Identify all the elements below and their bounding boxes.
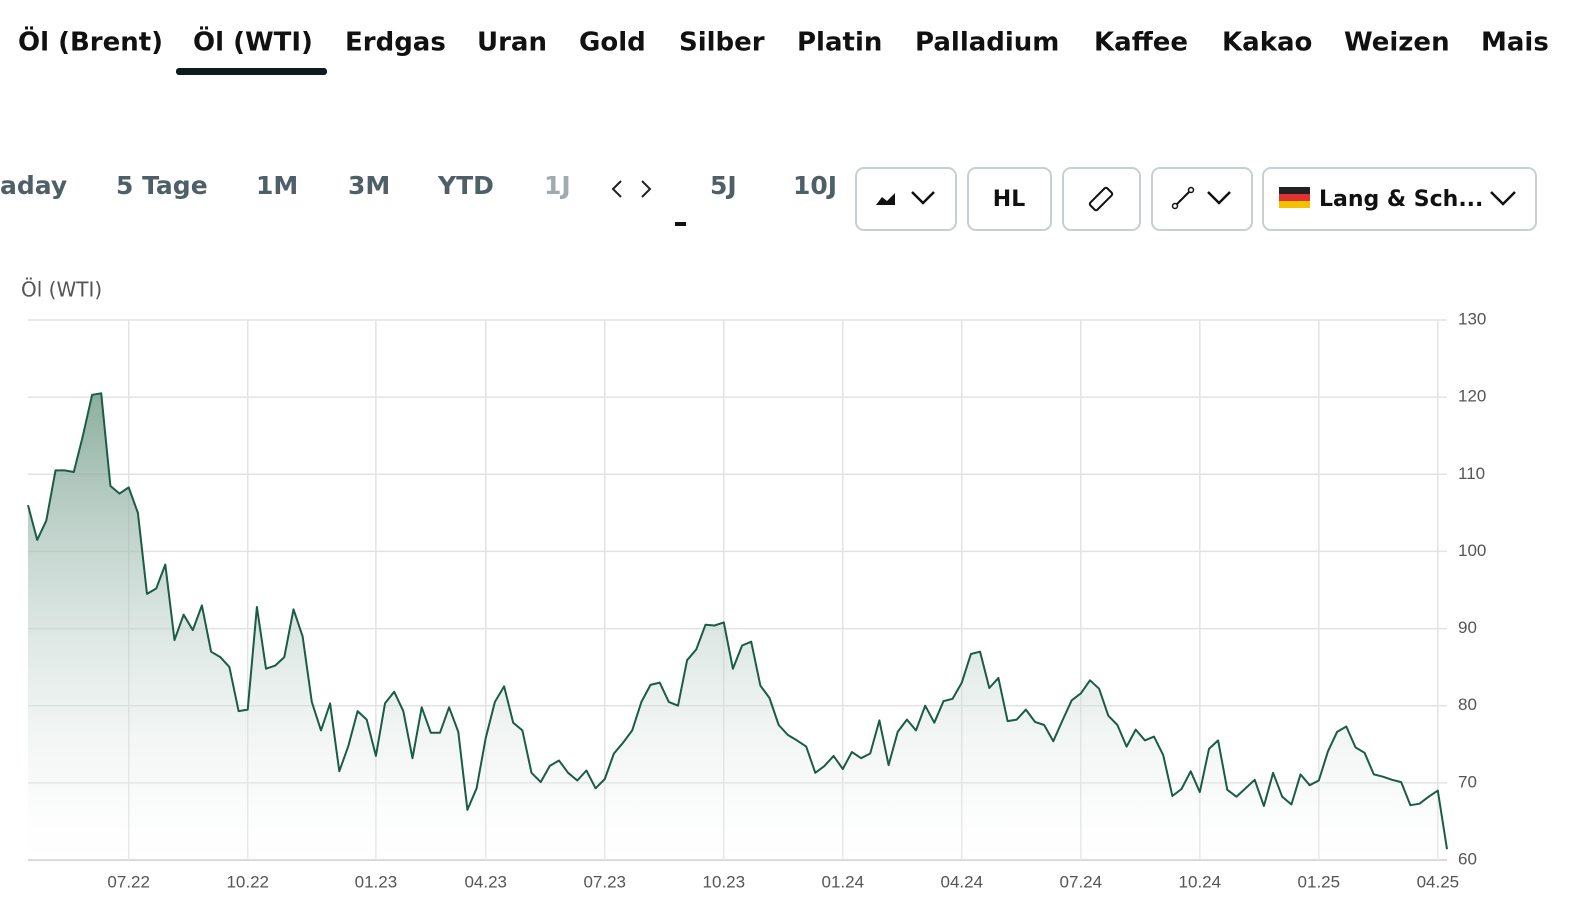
tab[interactable]: Kakao [1222, 28, 1312, 58]
tab[interactable]: Palladium [915, 28, 1059, 58]
x-tick-label: 07.22 [107, 872, 150, 891]
x-tick-label: 01.24 [822, 872, 865, 891]
chevron [1490, 191, 1516, 206]
range-button[interactable]: aday [0, 171, 67, 200]
tab[interactable]: Erdgas [345, 28, 446, 58]
exchange-button[interactable]: Lang & Sch... [1262, 167, 1537, 231]
tab[interactable]: Kaffee [1094, 28, 1188, 58]
line-icon [1174, 189, 1192, 207]
tab-bar: Öl (Brent) Öl (WTI) Erdgas Uran Gold Silber Pl… [18, 25, 1549, 58]
y-tick-label: 110 [1458, 464, 1485, 483]
ruler-icon [1088, 186, 1114, 212]
chevron [1207, 191, 1231, 205]
range-button[interactable]: 1J [544, 171, 571, 200]
x-tick-label: 01.23 [355, 872, 398, 891]
range-button[interactable]: 10J [793, 171, 837, 200]
button-frame [855, 167, 957, 231]
x-tick-label: 01.25 [1298, 872, 1341, 891]
chevron [911, 191, 935, 205]
chart-title: Öl (WTI) [21, 278, 102, 302]
tab[interactable]: Uran [477, 28, 547, 58]
range-button[interactable]: YTD [437, 171, 494, 200]
area-icon [876, 193, 895, 205]
hl-label: HL [993, 187, 1025, 212]
y-tick-label: 120 [1458, 387, 1486, 406]
measure-button[interactable] [1062, 167, 1141, 231]
active-tab-indicator [176, 68, 327, 75]
tab[interactable]: Öl (WTI) [193, 25, 313, 58]
range-indicator [675, 222, 686, 226]
button-frame [1062, 167, 1141, 231]
line-icon-dot [1187, 186, 1195, 194]
x-tick-label: 10.22 [226, 872, 269, 891]
tab[interactable]: Platin [797, 28, 882, 58]
hl-button[interactable]: HL [967, 167, 1052, 231]
y-tick-label: 70 [1458, 772, 1477, 791]
range-button[interactable]: 1M [256, 171, 298, 200]
x-tick-label: 04.25 [1417, 872, 1460, 891]
x-tick-label: 04.23 [464, 872, 507, 891]
area-fill [28, 393, 1447, 860]
y-tick-label: 80 [1458, 695, 1477, 714]
x-tick-label: 10.24 [1179, 872, 1222, 891]
button-frame [967, 167, 1052, 231]
flag-stripe [1279, 194, 1310, 201]
y-tick-label: 60 [1458, 849, 1477, 868]
range-button[interactable]: 5 Tage [116, 171, 208, 200]
chart: 60 70 80 90 100 110 120 130 07.22 10.22 01.23 04.23… [27, 309, 1486, 891]
x-tick-label: 07.23 [583, 872, 626, 891]
flag-stripe [1279, 187, 1310, 194]
tab[interactable]: Mais [1481, 28, 1549, 58]
exchange-label: Lang & Sch... [1319, 187, 1483, 212]
tab[interactable]: Silber [679, 28, 765, 58]
chart-type-button[interactable] [855, 167, 957, 231]
range-button[interactable]: 5J [710, 171, 737, 200]
range-bar: aday 5 Tage 1M 3M YTD 1J 5J 10J [0, 171, 837, 200]
x-tick-label: 04.24 [941, 872, 984, 891]
tab[interactable]: Öl (Brent) [18, 25, 163, 58]
y-tick-label: 90 [1458, 618, 1477, 637]
x-tick-label: 07.24 [1060, 872, 1103, 891]
button-frame [1151, 167, 1253, 231]
x-tick-label: 10.23 [702, 872, 745, 891]
next-arrow[interactable] [641, 180, 652, 198]
line-icon-dot [1171, 202, 1179, 210]
price-line [27, 392, 1448, 850]
flag-stripe [1279, 201, 1310, 208]
y-tick-label: 100 [1458, 541, 1486, 560]
range-button[interactable]: 3M [348, 171, 390, 200]
y-tick-label: 130 [1458, 309, 1486, 328]
draw-button[interactable] [1151, 167, 1253, 231]
tab[interactable]: Gold [579, 28, 646, 58]
prev-arrow[interactable] [611, 180, 622, 198]
tab[interactable]: Weizen [1344, 28, 1450, 58]
button-frame [1262, 167, 1537, 231]
